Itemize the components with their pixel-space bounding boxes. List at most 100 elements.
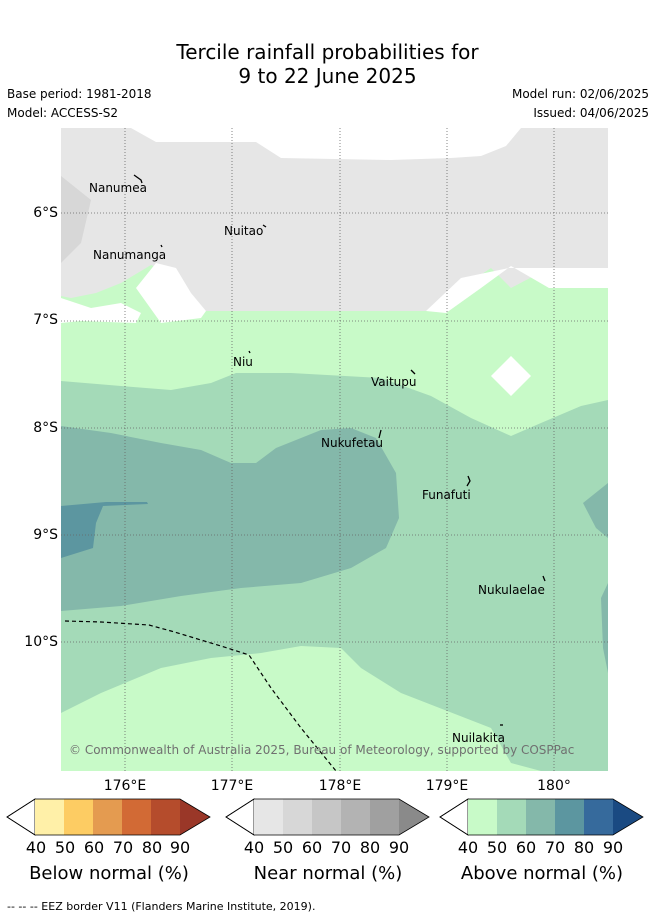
above-normal-swatch bbox=[555, 799, 584, 835]
near-normal-swatch bbox=[341, 799, 370, 835]
gridlines bbox=[61, 128, 608, 771]
near-normal-swatch bbox=[254, 799, 283, 835]
ytick-8s: 8°S bbox=[33, 420, 58, 436]
no-signal-zone-west bbox=[61, 288, 141, 323]
model-run: Model run: 02/06/2025 bbox=[511, 87, 649, 101]
map-svg: Nanumea Nuitao Nanumanga Niu Vaitupu Nuk… bbox=[61, 128, 608, 771]
cb-near-tick: 90 bbox=[388, 838, 410, 857]
near-normal-east bbox=[531, 128, 608, 268]
no-signal-zone-east bbox=[426, 266, 608, 313]
above-normal-high-triangle bbox=[613, 799, 643, 835]
cb-above-tick: 40 bbox=[457, 838, 479, 857]
copyright: © Commonwealth of Australia 2025, Bureau… bbox=[69, 743, 574, 757]
below-normal-swatch bbox=[93, 799, 122, 835]
near-normal-high-triangle bbox=[399, 799, 429, 835]
below-normal-swatch bbox=[122, 799, 151, 835]
place-labels: Nanumea Nuitao Nanumanga Niu Vaitupu Nuk… bbox=[89, 181, 545, 745]
near-normal-outline bbox=[225, 798, 430, 836]
cb-near-tick: 70 bbox=[330, 838, 352, 857]
xtick-177e: 177°E bbox=[210, 778, 254, 794]
label-nukufetau: Nukufetau bbox=[321, 436, 383, 450]
no-signal-zone-nanumanga bbox=[136, 263, 206, 323]
colorbar-below bbox=[6, 798, 212, 840]
above-normal-60-zone-east2 bbox=[601, 583, 608, 673]
map: Nanumea Nuitao Nanumanga Niu Vaitupu Nuk… bbox=[61, 128, 608, 771]
nukulaelae-island bbox=[542, 575, 546, 582]
ytick-6s: 6°S bbox=[33, 205, 58, 221]
cb-above-tick: 70 bbox=[544, 838, 566, 857]
cb-below-tick: 80 bbox=[141, 838, 163, 857]
near-normal-title: Near normal (%) bbox=[253, 863, 403, 884]
label-funafuti: Funafuti bbox=[422, 488, 471, 502]
label-nanumanga: Nanumanga bbox=[93, 248, 166, 262]
cb-above-tick: 60 bbox=[515, 838, 537, 857]
vaitupu-island bbox=[410, 369, 416, 375]
below-normal-swatch bbox=[151, 799, 180, 835]
above-normal-swatch bbox=[468, 799, 497, 835]
eez-footer: -- -- -- EEZ border V11 (Flanders Marine… bbox=[7, 900, 316, 913]
funafuti-island bbox=[466, 475, 471, 487]
cb-below-tick: 60 bbox=[83, 838, 105, 857]
label-nuitao: Nuitao bbox=[224, 224, 263, 238]
near-normal-50-zone bbox=[61, 176, 91, 263]
base-period: Base period: 1981-2018 bbox=[7, 87, 152, 101]
label-nanumea: Nanumea bbox=[89, 181, 147, 195]
below-normal-low-triangle bbox=[6, 798, 36, 836]
cb-below-tick: 90 bbox=[169, 838, 191, 857]
no-signal-zone-top bbox=[131, 128, 521, 160]
xtick-179e: 179°E bbox=[425, 778, 469, 794]
near-normal-swatch bbox=[370, 799, 399, 835]
near-normal-low-triangle bbox=[225, 798, 255, 836]
below-normal-high-triangle bbox=[180, 799, 210, 835]
nukufetau-island bbox=[378, 429, 382, 439]
below-normal-swatch bbox=[64, 799, 93, 835]
below-normal-swatch bbox=[35, 799, 64, 835]
near-normal-swatch bbox=[312, 799, 341, 835]
ytick-7s: 7°S bbox=[33, 312, 58, 328]
xtick-180: 180° bbox=[537, 778, 571, 794]
above-normal-swatch bbox=[584, 799, 613, 835]
above-normal-swatch bbox=[497, 799, 526, 835]
nuitao-island bbox=[262, 224, 267, 228]
issued-date: Issued: 04/06/2025 bbox=[533, 106, 649, 120]
no-signal-diamond bbox=[491, 356, 531, 396]
colorbar-above-svg bbox=[439, 798, 644, 836]
above-normal-low-triangle bbox=[439, 798, 469, 836]
ytick-9s: 9°S bbox=[33, 527, 58, 543]
ytick-10s: 10°S bbox=[24, 634, 58, 650]
above-normal-title: Above normal (%) bbox=[460, 863, 624, 884]
cb-above-tick: 80 bbox=[573, 838, 595, 857]
label-nukulaelae: Nukulaelae bbox=[478, 583, 545, 597]
cb-below-tick: 70 bbox=[112, 838, 134, 857]
cb-above-tick: 90 bbox=[602, 838, 624, 857]
label-vaitupu: Vaitupu bbox=[371, 375, 417, 389]
eez-border bbox=[64, 620, 337, 771]
cb-near-tick: 80 bbox=[359, 838, 381, 857]
colorbar-above bbox=[439, 798, 645, 840]
near-normal-swatch bbox=[283, 799, 312, 835]
below-normal-outline bbox=[6, 798, 211, 836]
above-normal-outline bbox=[439, 798, 644, 836]
cb-near-tick: 60 bbox=[301, 838, 323, 857]
near-normal-40-zone bbox=[61, 128, 608, 311]
title-line1: Tercile rainfall probabilities for bbox=[176, 40, 479, 64]
colorbar-near bbox=[225, 798, 431, 840]
label-niu: Niu bbox=[233, 355, 253, 369]
title-line2: 9 to 22 June 2025 bbox=[238, 64, 417, 88]
xtick-178e: 178°E bbox=[318, 778, 362, 794]
cb-near-tick: 50 bbox=[272, 838, 294, 857]
above-normal-60-zone-east bbox=[583, 483, 608, 538]
label-nuilakita: Nuilakita bbox=[452, 731, 505, 745]
colorbar-near-svg bbox=[225, 798, 430, 836]
nanumanga-island bbox=[160, 244, 163, 248]
above-normal-swatch bbox=[526, 799, 555, 835]
below-normal-title: Below normal (%) bbox=[29, 863, 189, 884]
above-normal-70-zone bbox=[61, 502, 148, 558]
niu-island bbox=[248, 350, 251, 354]
model-name: Model: ACCESS-S2 bbox=[7, 106, 119, 120]
nanumea-island bbox=[133, 174, 143, 184]
island-marks bbox=[133, 174, 546, 726]
cb-near-tick: 40 bbox=[243, 838, 265, 857]
cb-below-tick: 50 bbox=[54, 838, 76, 857]
cb-above-tick: 50 bbox=[486, 838, 508, 857]
